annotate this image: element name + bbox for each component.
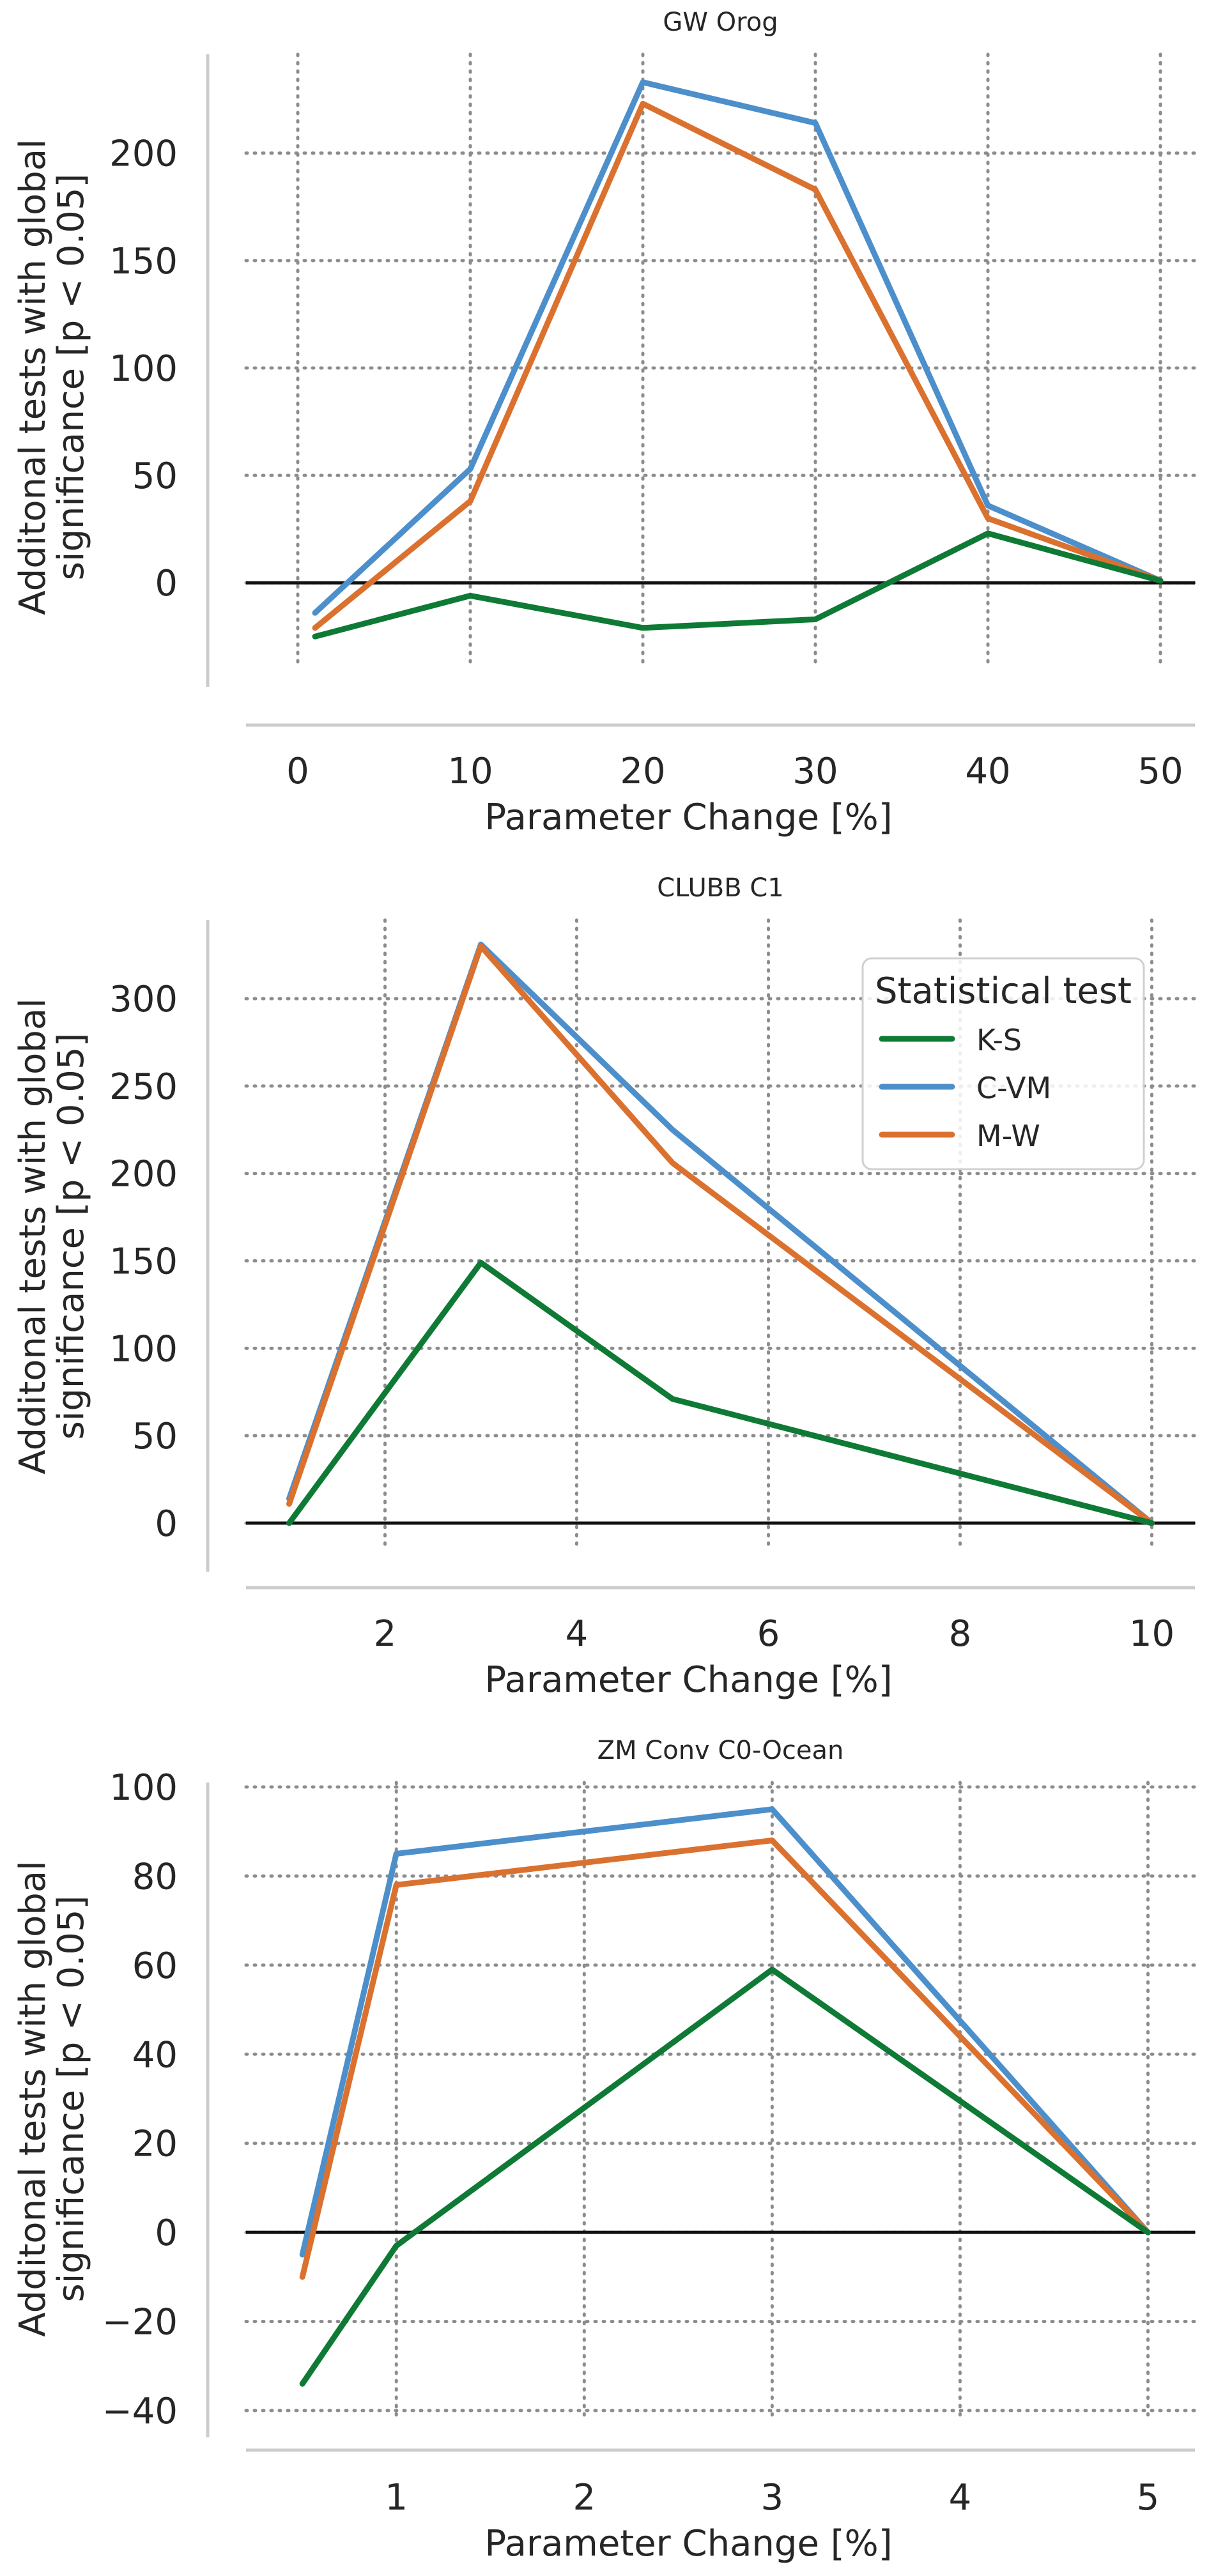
chart-title: CLUBB C1: [657, 873, 783, 903]
x-tick-label: 1: [385, 2477, 408, 2518]
legend-title: Statistical test: [875, 970, 1132, 1012]
x-tick-label: 10: [1129, 1613, 1174, 1655]
x-tick-label: 30: [792, 751, 838, 792]
y-tick-label: 100: [109, 348, 178, 390]
y-tick-label: 0: [155, 2212, 178, 2254]
legend-label-m-w: M-W: [976, 1119, 1040, 1153]
y-axis-label-line1: Additonal tests with global: [12, 139, 54, 615]
y-tick-label: 200: [109, 1154, 178, 1195]
y-axis-label-line1: Additonal tests with global: [12, 998, 54, 1474]
chart-panel-2: CLUBB C12 4 6 8 10050100150200250300Paramete…: [12, 873, 1195, 1701]
y-tick-label: 80: [132, 1856, 178, 1897]
y-axis-label-line1: Additonal tests with global: [12, 1860, 54, 2336]
y-tick-label: −20: [102, 2302, 178, 2343]
chart-panel-1: GW Orog 0 10 20 30 40 50 0 50 100 150 200 Parameter …: [12, 8, 1195, 838]
x-tick-label: 3: [761, 2477, 784, 2518]
series-line-m-w: [302, 1841, 1148, 2277]
legend: Statistical test K-S C-VM M-W: [863, 958, 1144, 1169]
legend-label-c-vm: C-VM: [976, 1071, 1051, 1105]
y-tick-label: 50: [132, 456, 178, 497]
chart-panel-3: ZM Conv C0-Ocean 1 2 3 4 5 −40 −20 0 20 40 60 80 100 P…: [12, 1736, 1195, 2564]
x-axis-label: Parameter Change [%]: [484, 797, 892, 838]
y-tick-label: 40: [132, 2034, 178, 2076]
x-axis-label: Parameter Change [%]: [484, 2523, 892, 2564]
y-tick-label: 0: [155, 563, 178, 604]
y-tick-label: 50: [132, 1416, 178, 1457]
y-tick-label: −40: [102, 2391, 178, 2432]
x-tick-label: 50: [1137, 751, 1183, 792]
x-tick-label: 4: [566, 1613, 589, 1655]
y-axis-label-line2: significance [p < 0.05]: [50, 174, 92, 581]
y-tick-label: 100: [109, 1328, 178, 1370]
y-tick-label: 300: [109, 979, 178, 1020]
y-tick-label: 250: [109, 1066, 178, 1108]
x-tick-label: 5: [1137, 2477, 1160, 2518]
x-axis-label: Parameter Change [%]: [484, 1659, 892, 1701]
x-tick-label: 8: [949, 1613, 972, 1655]
x-tick-label: 10: [447, 751, 493, 792]
chart-title: GW Orog: [663, 8, 778, 37]
y-axis-label-line2: significance [p < 0.05]: [50, 1033, 92, 1440]
x-tick-label: 6: [757, 1613, 780, 1655]
y-tick-label: 100: [109, 1767, 178, 1809]
x-tick-label: 40: [965, 751, 1010, 792]
y-tick-label: 200: [109, 134, 178, 175]
series-line-m-w: [315, 103, 1160, 628]
y-axis-label-line2: significance [p < 0.05]: [50, 1896, 92, 2303]
y-tick-label: 60: [132, 1945, 178, 1987]
legend-label-k-s: K-S: [976, 1023, 1022, 1057]
series-line-k-s: [315, 533, 1160, 636]
y-tick-label: 20: [132, 2124, 178, 2165]
x-tick-label: 4: [949, 2477, 972, 2518]
y-tick-label: 150: [109, 1241, 178, 1283]
figure: GW Orog0 10 20 30 40 50050100150200Parameter …: [0, 0, 1209, 2576]
y-tick-label: 150: [109, 241, 178, 282]
chart-title: ZM Conv C0-Ocean: [597, 1736, 844, 1765]
x-tick-label: 20: [620, 751, 665, 792]
x-tick-label: 2: [374, 1613, 397, 1655]
x-tick-label: 0: [286, 751, 309, 792]
series-line-k-s: [289, 1262, 1152, 1523]
x-tick-label: 2: [573, 2477, 596, 2518]
y-tick-label: 0: [155, 1503, 178, 1545]
